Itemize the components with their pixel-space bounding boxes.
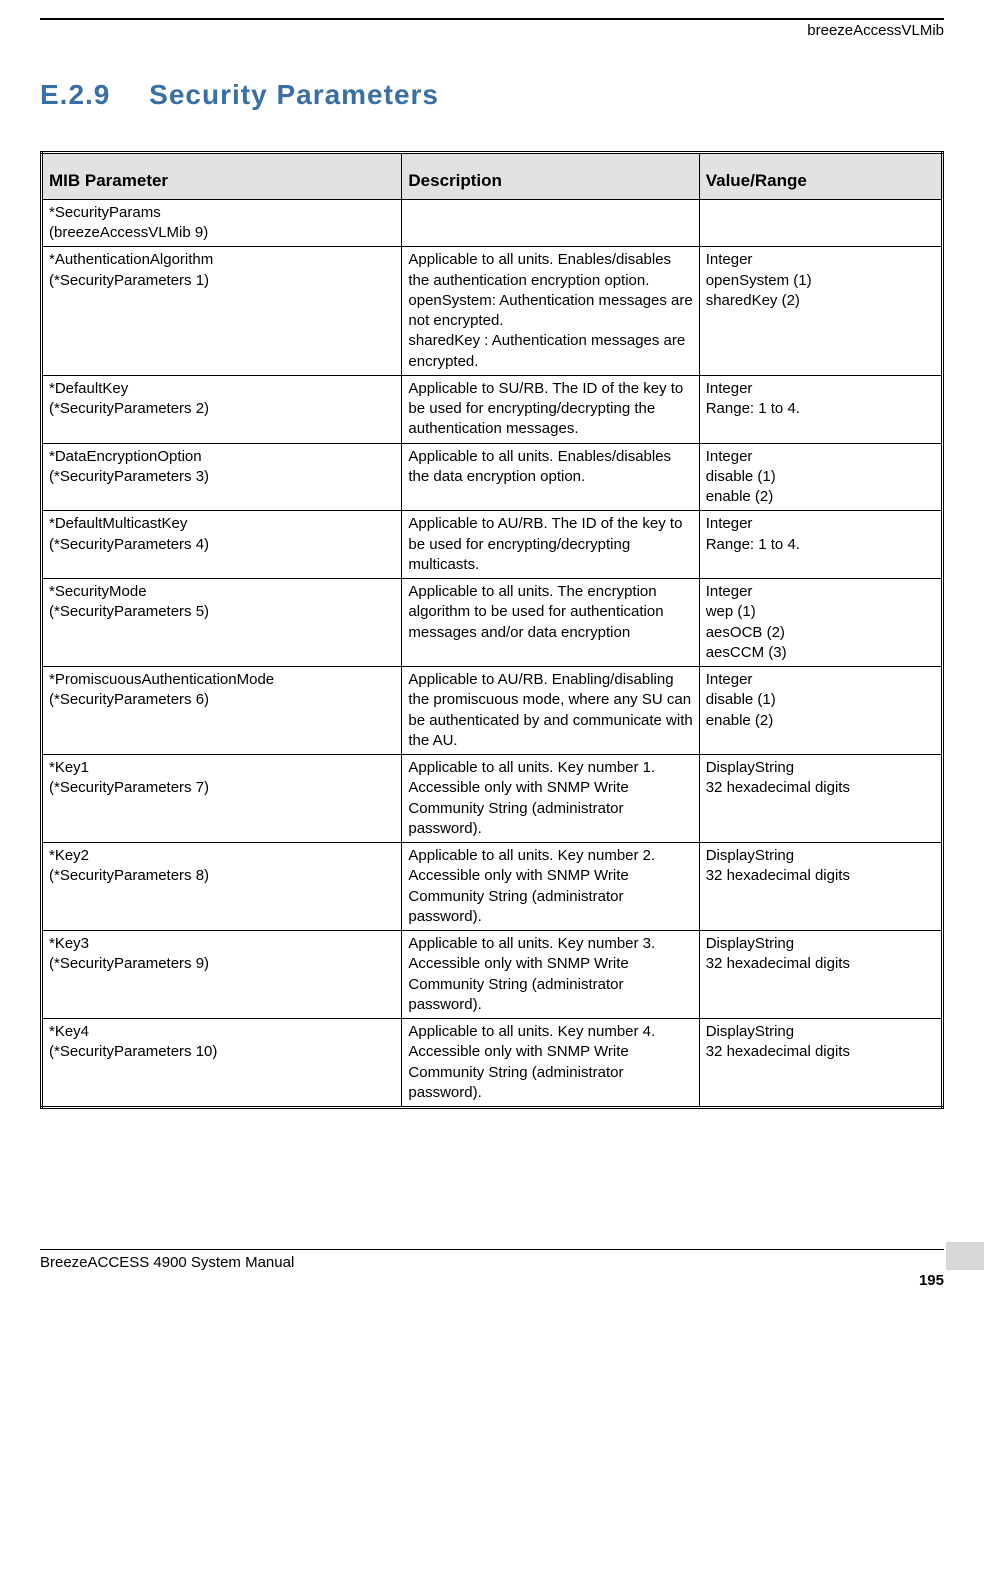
param-cell: *Key3 (*SecurityParameters 9) <box>42 931 402 1019</box>
col-header-param: MIB Parameter <box>42 153 402 200</box>
value-cell: Integer Range: 1 to 4. <box>699 511 942 579</box>
desc-cell: Applicable to SU/RB. The ID of the key t… <box>402 375 699 443</box>
desc-cell: Applicable to AU/RB. Enabling/disabling … <box>402 667 699 755</box>
page-footer: BreezeACCESS 4900 System Manual 195 <box>40 1249 944 1271</box>
table-row: *DefaultMulticastKey (*SecurityParameter… <box>42 511 943 579</box>
table-header-row: MIB Parameter Description Value/Range <box>42 153 943 200</box>
param-cell: *Key1 (*SecurityParameters 7) <box>42 755 402 843</box>
section-title: Security Parameters <box>149 79 439 110</box>
desc-cell: Applicable to all units. Enables/disable… <box>402 443 699 511</box>
param-cell: *DataEncryptionOption (*SecurityParamete… <box>42 443 402 511</box>
page-number: 195 <box>919 1272 944 1289</box>
value-cell: DisplayString 32 hexadecimal digits <box>699 931 942 1019</box>
table-row: *Key2 (*SecurityParameters 8)Applicable … <box>42 843 943 931</box>
mib-parameter-table: MIB Parameter Description Value/Range *S… <box>40 151 944 1109</box>
value-cell: DisplayString 32 hexadecimal digits <box>699 843 942 931</box>
doc-title: breezeAccessVLMib <box>807 22 944 39</box>
desc-cell: Applicable to all units. Key number 1. A… <box>402 755 699 843</box>
table-row: *DefaultKey (*SecurityParameters 2)Appli… <box>42 375 943 443</box>
table-row: *Key4 (*SecurityParameters 10)Applicable… <box>42 1019 943 1108</box>
param-cell: *SecurityMode (*SecurityParameters 5) <box>42 579 402 667</box>
value-cell: Integer disable (1) enable (2) <box>699 443 942 511</box>
desc-cell: Applicable to all units. Enables/disable… <box>402 247 699 376</box>
table-row: *SecurityMode (*SecurityParameters 5)App… <box>42 579 943 667</box>
table-row: *SecurityParams (breezeAccessVLMib 9) <box>42 199 943 247</box>
section-number: E.2.9 <box>40 79 110 110</box>
footer-tab <box>946 1242 984 1270</box>
table-row: *AuthenticationAlgorithm (*SecurityParam… <box>42 247 943 376</box>
desc-cell: Applicable to all units. Key number 2. A… <box>402 843 699 931</box>
table-row: *DataEncryptionOption (*SecurityParamete… <box>42 443 943 511</box>
value-cell: Integer wep (1) aesOCB (2) aesCCM (3) <box>699 579 942 667</box>
param-cell: *AuthenticationAlgorithm (*SecurityParam… <box>42 247 402 376</box>
manual-title: BreezeACCESS 4900 System Manual <box>40 1254 294 1271</box>
desc-cell: Applicable to AU/RB. The ID of the key t… <box>402 511 699 579</box>
value-cell: DisplayString 32 hexadecimal digits <box>699 1019 942 1108</box>
value-cell: Integer Range: 1 to 4. <box>699 375 942 443</box>
desc-cell: Applicable to all units. Key number 3. A… <box>402 931 699 1019</box>
param-cell: *SecurityParams (breezeAccessVLMib 9) <box>42 199 402 247</box>
section-heading: E.2.9 Security Parameters <box>40 79 984 111</box>
desc-cell: Applicable to all units. The encryption … <box>402 579 699 667</box>
table-row: *PromiscuousAuthenticationMode (*Securit… <box>42 667 943 755</box>
param-cell: *Key4 (*SecurityParameters 10) <box>42 1019 402 1108</box>
col-header-value: Value/Range <box>699 153 942 200</box>
value-cell <box>699 199 942 247</box>
value-cell: DisplayString 32 hexadecimal digits <box>699 755 942 843</box>
param-cell: *DefaultKey (*SecurityParameters 2) <box>42 375 402 443</box>
page-header: breezeAccessVLMib <box>40 18 944 39</box>
param-cell: *DefaultMulticastKey (*SecurityParameter… <box>42 511 402 579</box>
param-cell: *PromiscuousAuthenticationMode (*Securit… <box>42 667 402 755</box>
table-row: *Key3 (*SecurityParameters 9)Applicable … <box>42 931 943 1019</box>
desc-cell <box>402 199 699 247</box>
table-row: *Key1 (*SecurityParameters 7)Applicable … <box>42 755 943 843</box>
value-cell: Integer disable (1) enable (2) <box>699 667 942 755</box>
desc-cell: Applicable to all units. Key number 4. A… <box>402 1019 699 1108</box>
col-header-desc: Description <box>402 153 699 200</box>
param-cell: *Key2 (*SecurityParameters 8) <box>42 843 402 931</box>
value-cell: Integer openSystem (1) sharedKey (2) <box>699 247 942 376</box>
